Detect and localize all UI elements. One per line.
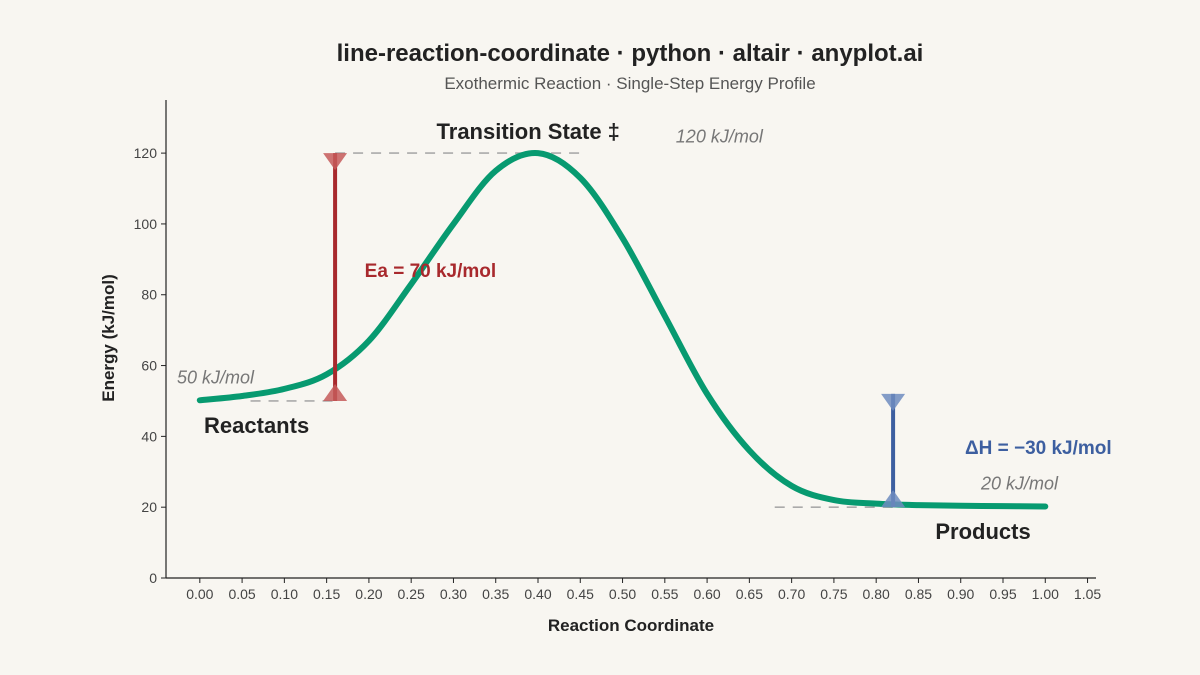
y-tick-label: 60 xyxy=(141,358,157,374)
arrow-layer xyxy=(323,153,906,508)
x-tick-label: 1.05 xyxy=(1074,586,1101,602)
products-label: Products xyxy=(935,519,1030,544)
reference-lines xyxy=(250,152,894,508)
x-tick-label: 0.75 xyxy=(820,586,847,602)
x-tick-label: 0.35 xyxy=(482,586,509,602)
y-tick-label: 20 xyxy=(141,499,157,515)
x-axis-label: Reaction Coordinate xyxy=(548,616,714,635)
y-tick-label: 80 xyxy=(141,287,157,303)
reactant-energy-label: 50 kJ/mol xyxy=(177,367,255,387)
x-tick-label: 0.95 xyxy=(989,586,1016,602)
x-tick-label: 0.25 xyxy=(398,586,425,602)
transition-state-energy-label: 120 kJ/mol xyxy=(676,126,764,146)
transition-state-label: Transition State ‡ xyxy=(437,119,620,144)
y-tick-label: 120 xyxy=(134,145,158,161)
x-tick-label: 0.90 xyxy=(947,586,974,602)
x-tick-label: 0.00 xyxy=(186,586,213,602)
x-tick-label: 0.80 xyxy=(863,586,890,602)
x-tick-label: 1.00 xyxy=(1032,586,1059,602)
energy-curve xyxy=(196,150,1049,510)
x-tick-label: 0.30 xyxy=(440,586,467,602)
annotation-layer: Ea = 70 kJ/mol ΔH = −30 kJ/mol Reactants Tr… xyxy=(177,119,1112,544)
chart-subtitle: Exothermic Reaction · Single-Step Energy… xyxy=(444,74,815,93)
x-tick-label: 0.05 xyxy=(228,586,255,602)
x-tick-label: 0.15 xyxy=(313,586,340,602)
y-tick-label: 100 xyxy=(134,216,158,232)
reactants-label: Reactants xyxy=(204,413,309,438)
x-tick-label: 0.40 xyxy=(524,586,551,602)
x-tick-label: 0.10 xyxy=(271,586,298,602)
activation-energy-label: Ea = 70 kJ/mol xyxy=(365,261,497,282)
y-tick-label: 0 xyxy=(149,570,157,586)
x-tick-label: 0.65 xyxy=(736,586,763,602)
product-energy-label: 20 kJ/mol xyxy=(980,473,1059,493)
enthalpy-label: ΔH = −30 kJ/mol xyxy=(965,438,1112,459)
activation-bottom-marker xyxy=(323,383,348,401)
x-tick-label: 0.70 xyxy=(778,586,805,602)
axes: 0.00 0.05 0.10 0.15 0.20 0.25 0.30 0.35 0.40 0.45… xyxy=(134,100,1101,602)
x-tick-label: 0.60 xyxy=(693,586,720,602)
curve-layer xyxy=(196,150,1049,510)
x-tick-label: 0.55 xyxy=(651,586,678,602)
x-tick-label: 0.20 xyxy=(355,586,382,602)
chart-title: line-reaction-coordinate · python · alta… xyxy=(337,40,924,67)
x-tick-label: 0.50 xyxy=(609,586,636,602)
x-tick-label: 0.45 xyxy=(567,586,594,602)
activation-top-marker xyxy=(323,153,348,171)
x-tick-label: 0.85 xyxy=(905,586,932,602)
enthalpy-bottom-marker xyxy=(881,490,906,508)
y-tick-label: 40 xyxy=(141,428,157,444)
enthalpy-top-marker xyxy=(881,393,906,411)
y-axis-label: Energy (kJ/mol) xyxy=(99,274,118,402)
